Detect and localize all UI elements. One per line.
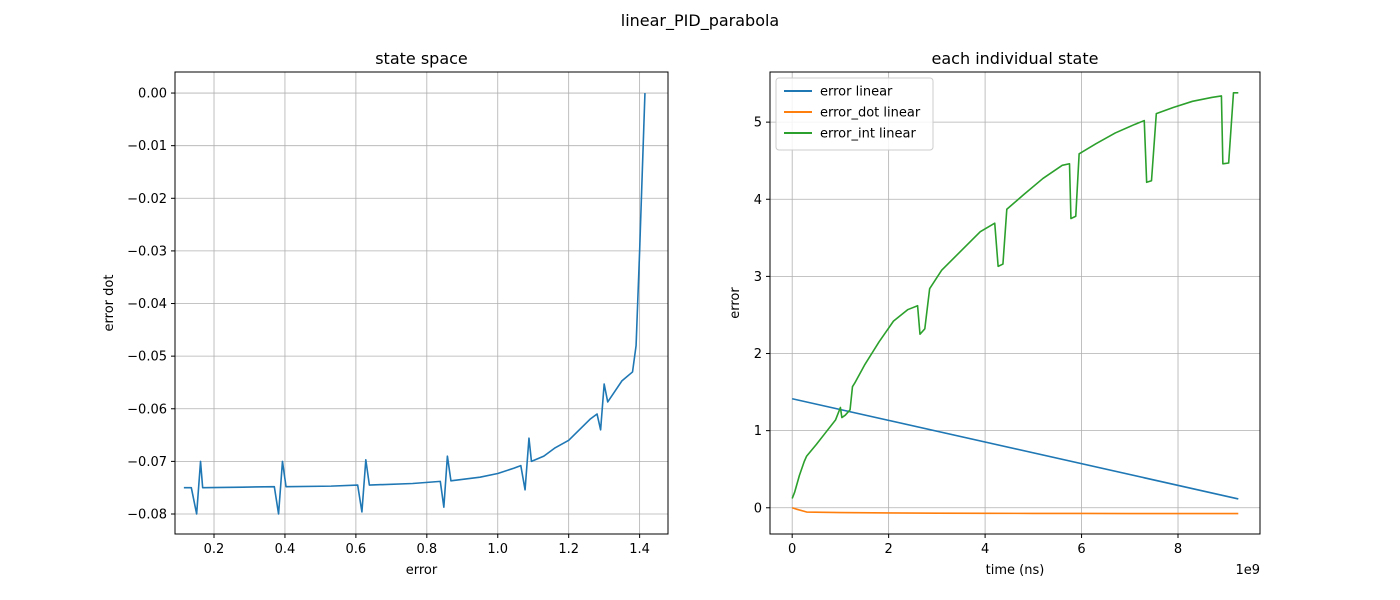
series-line-2	[791, 92, 1239, 499]
series-line-1	[791, 507, 1239, 515]
legend: error linear error_dot linear error_int li…	[775, 77, 934, 151]
x-tick-label: 0.6	[346, 542, 367, 557]
x-tick-label: 2	[885, 542, 893, 557]
x-axis-label: error	[406, 563, 438, 578]
y-axis-label: error	[728, 287, 743, 319]
y-tick-label: −0.06	[127, 402, 167, 417]
y-tick-label: 1	[754, 424, 762, 439]
x-tick-label: 1.4	[629, 542, 650, 557]
x-tick-label: 6	[1077, 542, 1085, 557]
y-tick-label: 4	[754, 193, 762, 208]
y-tick-label: −0.04	[127, 297, 167, 312]
axes-frame	[769, 71, 1261, 535]
y-tick-label: −0.02	[127, 192, 167, 207]
x-axis-label: time (ns)	[986, 563, 1045, 578]
chart-title: each individual state	[932, 49, 1099, 68]
legend-label: error linear	[820, 85, 893, 100]
x-tick-label: 0	[788, 542, 796, 557]
y-tick-label: −0.08	[127, 508, 167, 523]
axes-frame	[174, 71, 669, 535]
x-tick-label: 1.2	[558, 542, 579, 557]
series-line-0	[792, 397, 1239, 500]
legend-label: error_dot linear	[820, 106, 921, 121]
y-tick-label: −0.07	[127, 455, 167, 470]
x-tick-label: 4	[981, 542, 989, 557]
x-tick-label: 0.8	[416, 542, 437, 557]
y-tick-label: −0.01	[127, 139, 167, 154]
figure-title: linear_PID_parabola	[621, 11, 779, 31]
x-tick-label: 1.0	[487, 542, 508, 557]
y-tick-label: 0.00	[138, 87, 167, 102]
y-tick-label: 2	[754, 347, 762, 362]
x-tick-label: 0.2	[204, 542, 225, 557]
y-tick-label: 5	[754, 116, 762, 131]
x-tick-label: 8	[1174, 542, 1182, 557]
y-tick-label: −0.05	[127, 350, 167, 365]
x-offset-label: 1e9	[1235, 563, 1260, 578]
x-tick-label: 0.4	[275, 542, 296, 557]
legend-label: error_int linear	[820, 127, 916, 142]
series-line-0	[183, 93, 646, 515]
legend-box	[775, 77, 934, 151]
y-axis-label: error dot	[102, 275, 117, 332]
individual-state-chart: 0 2 4 6 8 0 1 2 3 4 5 each individual state time (ns…	[728, 49, 1261, 578]
y-tick-label: −0.03	[127, 244, 167, 259]
y-tick-label: 0	[754, 501, 762, 516]
chart-title: state space	[375, 49, 468, 68]
y-tick-label: 3	[754, 270, 762, 285]
state-space-chart: 0.2 0.4 0.6 0.8 1.0 1.2 1.4 0.00 −0.01 −0.02 −0.03…	[102, 49, 669, 578]
